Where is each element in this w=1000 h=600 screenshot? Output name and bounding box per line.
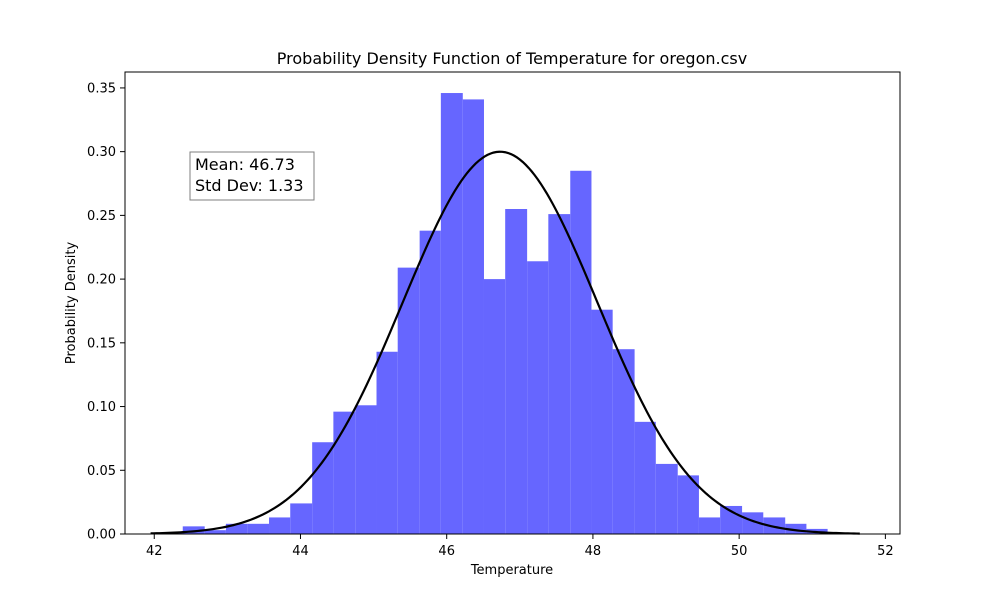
histogram-bar [548, 214, 571, 534]
x-tick-label: 46 [438, 544, 455, 559]
histogram-bar [612, 349, 635, 534]
histogram-bar [182, 526, 205, 534]
histogram-bar [290, 503, 313, 534]
histogram-bar [677, 475, 699, 534]
annotation-box [189, 151, 315, 201]
histogram-bar [742, 512, 764, 534]
histogram-bar [247, 523, 270, 534]
y-tick-label: 0.20 [87, 273, 116, 288]
y-tick-label: 0.15 [87, 336, 116, 351]
histogram-bar [269, 517, 291, 534]
stats-annotation: Mean: 46.73 Std Dev: 1.33 [189, 151, 315, 201]
x-axis-label: Temperature [470, 563, 553, 578]
histogram-bar [785, 523, 807, 534]
histogram-bar [655, 463, 678, 534]
annotation-mean: Mean: 46.73 [195, 155, 295, 174]
y-axis: 0.00 0.05 0.10 0.15 0.20 0.25 0.30 0.35 [87, 81, 125, 543]
x-tick-label: 50 [731, 544, 748, 559]
histogram-bars [161, 93, 828, 535]
y-tick-label: 0.35 [87, 81, 116, 96]
histogram-bar [505, 209, 528, 534]
x-tick-label: 44 [292, 544, 309, 559]
histogram-bar [591, 309, 613, 534]
histogram-bar [483, 279, 506, 534]
y-tick-label: 0.30 [87, 145, 116, 160]
histogram-bar [440, 93, 463, 535]
histogram-bar [634, 421, 656, 534]
histogram-bar [527, 261, 549, 534]
x-axis: 42 44 46 48 50 52 [146, 534, 894, 559]
x-tick-label: 42 [146, 544, 163, 559]
histogram-bar [397, 267, 420, 534]
histogram-bar [462, 99, 484, 535]
x-tick-label: 52 [877, 544, 894, 559]
annotation-std: Std Dev: 1.33 [195, 176, 304, 195]
y-axis-label: Probability Density [64, 242, 79, 365]
chart-title: Probability Density Function of Temperat… [277, 49, 747, 68]
histogram-bar [698, 517, 721, 534]
histogram-bar [312, 442, 334, 534]
histogram-bar [419, 230, 441, 535]
y-tick-label: 0.25 [87, 209, 116, 224]
y-tick-label: 0.10 [87, 400, 116, 415]
plot-frame [124, 71, 901, 535]
y-tick-label: 0.05 [87, 464, 116, 479]
histogram-bar [225, 523, 248, 534]
histogram-bar [376, 351, 398, 534]
histogram-bar [333, 411, 356, 534]
histogram-bar [204, 530, 226, 534]
histogram-bar [570, 170, 592, 535]
pdf-curve [150, 150, 860, 535]
x-tick-label: 48 [585, 544, 602, 559]
histogram-bar [355, 405, 377, 534]
y-tick-label: 0.00 [87, 528, 116, 543]
